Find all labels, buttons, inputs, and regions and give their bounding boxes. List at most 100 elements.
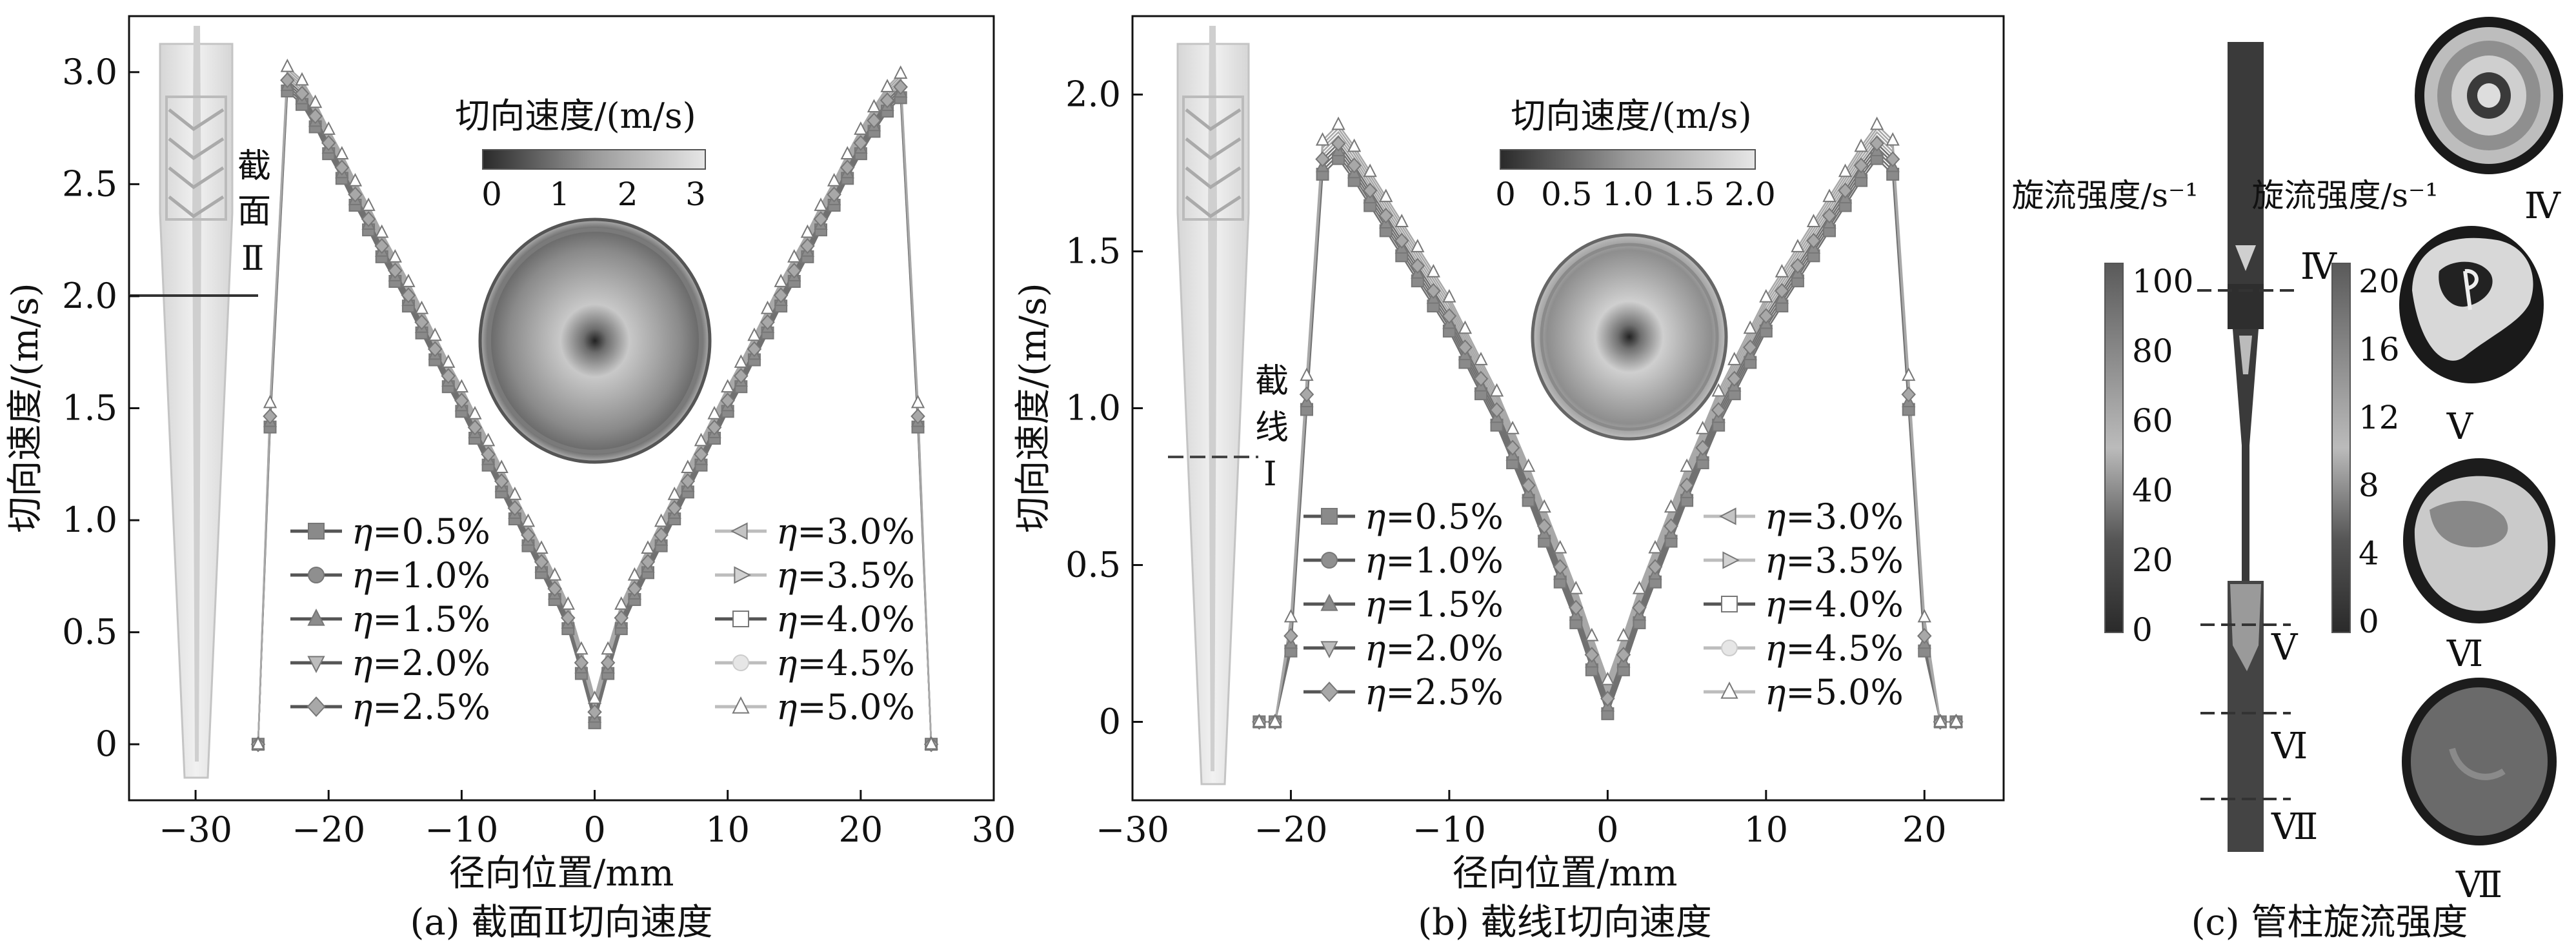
legend-label: η=3.0% bbox=[776, 511, 915, 552]
legend-marker bbox=[308, 523, 325, 540]
data-point bbox=[734, 354, 748, 368]
data-point bbox=[1553, 559, 1567, 575]
data-point bbox=[641, 540, 655, 554]
data-point bbox=[1363, 163, 1377, 177]
data-point bbox=[720, 392, 735, 409]
section-label-v: Ⅴ bbox=[2271, 627, 2299, 669]
data-point bbox=[654, 513, 669, 527]
data-point bbox=[263, 394, 277, 409]
data-point bbox=[1885, 151, 1900, 167]
section-label-iv: Ⅳ bbox=[2300, 246, 2337, 288]
data-point bbox=[1299, 386, 1314, 403]
data-point bbox=[667, 500, 682, 516]
scalebar-tick-label: 0 bbox=[2359, 603, 2379, 640]
panel-a-scalebar-title: 切向速度/(m/s) bbox=[455, 96, 696, 136]
data-point bbox=[1347, 138, 1362, 152]
legend-label: η=4.0% bbox=[1765, 584, 1904, 625]
scalebar-tick-label: 16 bbox=[2359, 330, 2400, 368]
y-tick-label: 2.0 bbox=[62, 276, 117, 316]
data-point bbox=[681, 460, 695, 474]
data-point bbox=[521, 513, 536, 527]
scalebar-tick-label: 2 bbox=[618, 176, 638, 213]
x-tick-label: 30 bbox=[972, 809, 1016, 850]
data-point bbox=[587, 690, 602, 704]
data-point bbox=[867, 112, 881, 129]
data-point bbox=[787, 263, 802, 279]
data-point bbox=[694, 446, 709, 463]
data-point bbox=[1521, 477, 1536, 494]
data-point bbox=[534, 554, 549, 570]
data-point bbox=[1648, 540, 1662, 554]
panel-a-cyclone-drawing: 截 面 Ⅱ bbox=[129, 26, 271, 779]
legend-marker bbox=[1320, 641, 1338, 658]
data-point bbox=[654, 527, 669, 543]
data-point bbox=[1917, 609, 1931, 623]
data-point bbox=[640, 554, 656, 570]
data-point bbox=[388, 248, 402, 263]
panel-c-disk-vi bbox=[2403, 458, 2555, 623]
data-point bbox=[1869, 116, 1884, 130]
panel-b-inset-label-3: Ⅰ bbox=[1263, 455, 1277, 494]
data-point bbox=[1489, 383, 1504, 397]
data-point bbox=[1758, 308, 1774, 324]
data-point bbox=[1727, 352, 1742, 365]
data-point bbox=[1505, 421, 1520, 434]
disk-label-vi: Ⅵ bbox=[2446, 633, 2483, 675]
disk-label-iv: Ⅳ bbox=[2524, 185, 2561, 227]
legend-label: η=3.5% bbox=[1765, 540, 1904, 581]
legend-label: η=4.5% bbox=[776, 643, 915, 683]
panel-b: 截 线 Ⅰ 切向速度/(m/s) 0 0.5 1.0 1.5 2.0 −30 −20 −10… bbox=[1012, 15, 2005, 944]
data-point bbox=[401, 274, 416, 287]
x-tick-label: −30 bbox=[159, 809, 232, 850]
data-point bbox=[1711, 402, 1726, 418]
data-point bbox=[361, 211, 376, 227]
data-point bbox=[348, 172, 363, 187]
data-point bbox=[880, 92, 895, 108]
data-point bbox=[1679, 477, 1695, 494]
data-point bbox=[1537, 499, 1551, 513]
data-point bbox=[1252, 713, 1267, 727]
data-point bbox=[924, 736, 938, 750]
data-point bbox=[375, 224, 389, 238]
data-point bbox=[1378, 207, 1393, 224]
data-point bbox=[1853, 157, 1869, 174]
y-tick-label: 3.0 bbox=[62, 52, 117, 92]
data-point bbox=[1394, 232, 1409, 249]
data-point bbox=[627, 567, 642, 581]
data-point bbox=[321, 121, 336, 135]
panel-a-inset-label-3: Ⅱ bbox=[241, 239, 264, 278]
x-tick-label: −30 bbox=[1096, 809, 1169, 850]
data-point bbox=[1474, 352, 1488, 365]
scalebar-tick-label: 12 bbox=[2359, 399, 2400, 436]
data-point bbox=[308, 108, 323, 125]
y-tick-label: 1.5 bbox=[1065, 231, 1121, 272]
scalebar-tick-label: 2.0 bbox=[1724, 176, 1776, 213]
data-point bbox=[734, 368, 749, 384]
data-point bbox=[414, 300, 429, 314]
data-point bbox=[295, 72, 309, 86]
data-point bbox=[854, 121, 868, 135]
legend-marker bbox=[1321, 508, 1338, 525]
data-point bbox=[587, 703, 602, 720]
data-point bbox=[760, 300, 775, 314]
data-point bbox=[880, 79, 894, 92]
data-point bbox=[1426, 283, 1441, 299]
panel-b-xlabel: 径向位置/mm bbox=[1452, 853, 1677, 894]
y-tick-label: 1.5 bbox=[62, 388, 117, 429]
data-point bbox=[1442, 308, 1457, 324]
data-point bbox=[574, 654, 589, 671]
panel-b-ylabel: 切向速度/(m/s) bbox=[1012, 283, 1054, 532]
data-point bbox=[707, 405, 721, 419]
data-point bbox=[827, 172, 841, 187]
data-point bbox=[1553, 540, 1567, 554]
legend-label: η=0.5% bbox=[352, 511, 490, 552]
data-point bbox=[1300, 367, 1314, 381]
legend-label: η=1.5% bbox=[352, 599, 490, 640]
scalebar-tick-label: 1.5 bbox=[1663, 176, 1715, 213]
panel-c-caption: (c) 管柱旋流强度 bbox=[2191, 902, 2468, 944]
data-point bbox=[1695, 421, 1710, 434]
x-tick-label: 10 bbox=[705, 809, 750, 850]
x-tick-label: 0 bbox=[1596, 809, 1618, 850]
data-point bbox=[1347, 157, 1362, 174]
data-point bbox=[1822, 188, 1836, 203]
